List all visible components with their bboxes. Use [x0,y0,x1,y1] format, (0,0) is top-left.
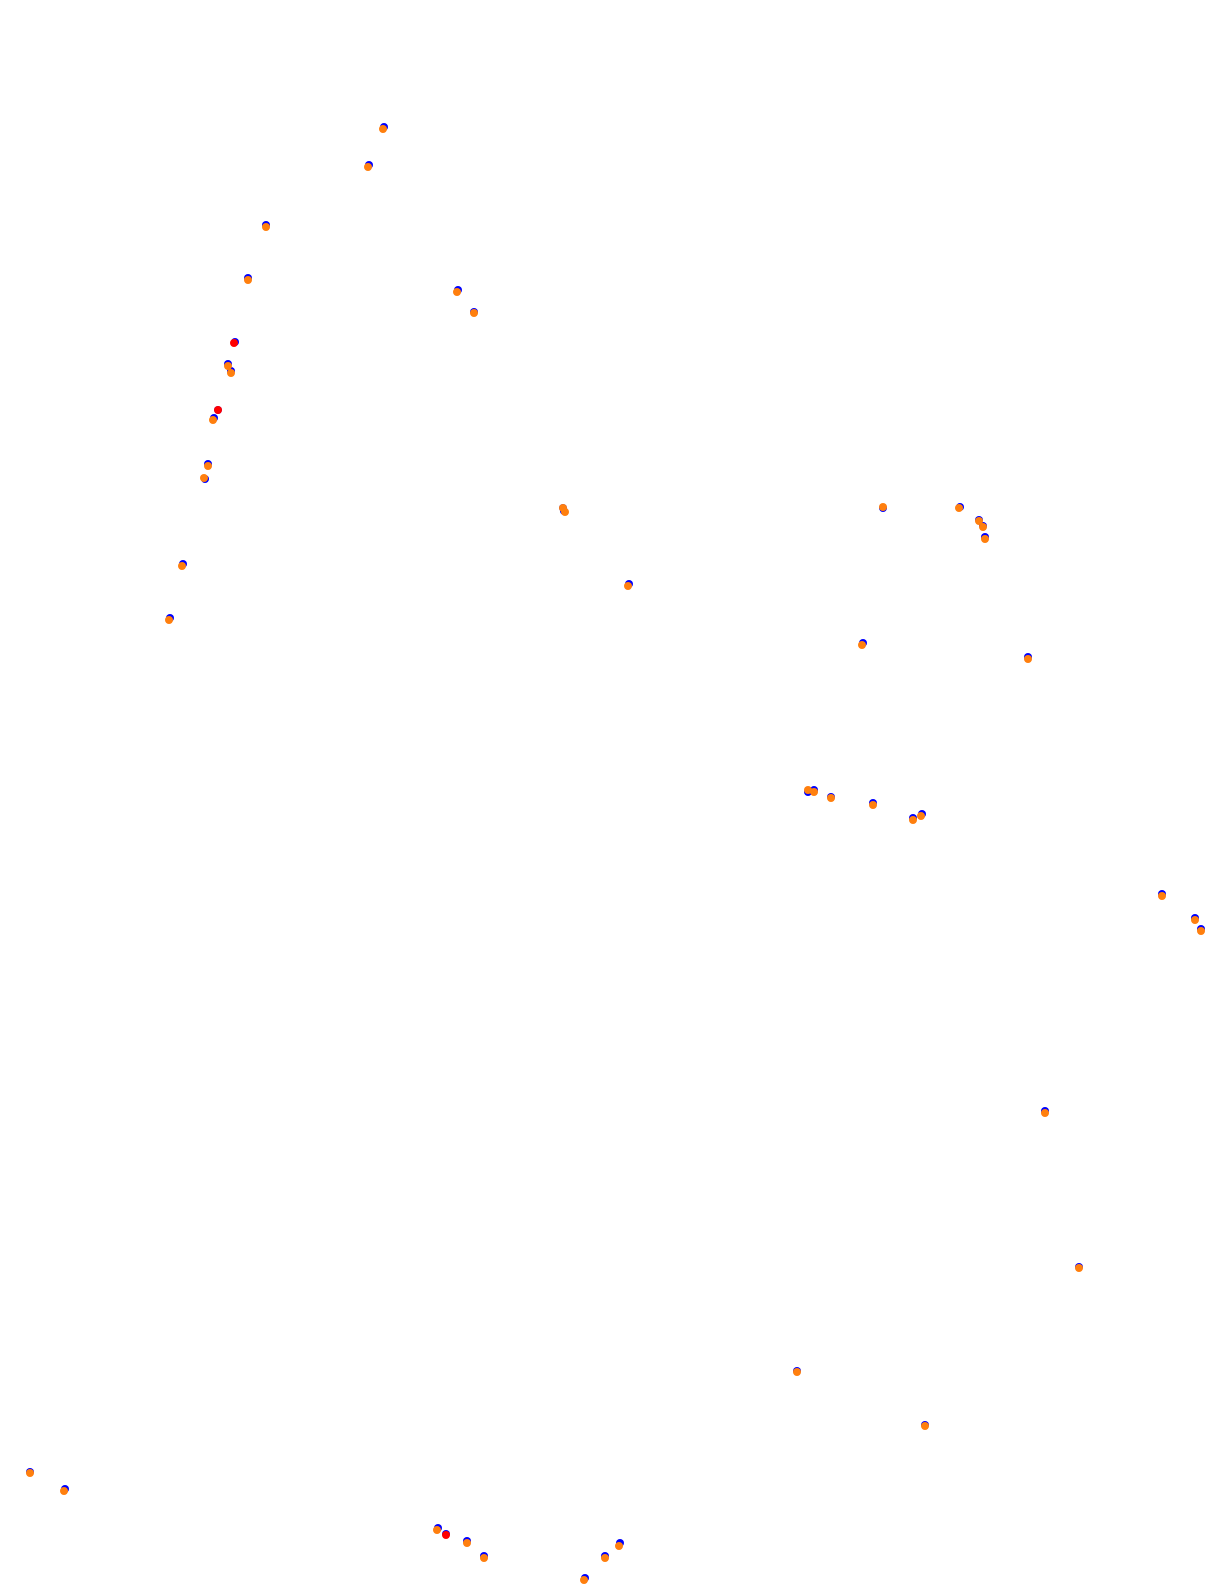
scatter-point [1197,927,1205,935]
scatter-point [793,1368,801,1376]
scatter-point [810,788,818,796]
scatter-point [453,288,461,296]
scatter-point [979,523,987,531]
scatter-point [442,1531,450,1539]
scatter-point [433,1526,441,1534]
scatter-point [580,1576,588,1584]
scatter-point [601,1554,609,1562]
scatter-point [561,508,569,516]
scatter-point [955,504,963,512]
scatter-point [1041,1109,1049,1117]
scatter-point [244,276,252,284]
scatter-point [204,462,212,470]
scatter-point [178,562,186,570]
scatter-point [26,1469,34,1477]
scatter-point [470,309,478,317]
scatter-point [224,362,232,370]
scatter-point [230,339,238,347]
scatter-point [379,125,387,133]
scatter-point [1191,916,1199,924]
series-1 [26,125,1205,1584]
scatter-point [615,1542,623,1550]
scatter-point [364,163,372,171]
scatter-point [200,474,208,482]
scatter-point [879,503,887,511]
series-2 [214,339,450,1539]
scatter-point [463,1539,471,1547]
scatter-point [981,535,989,543]
scatter-point [827,794,835,802]
scatter-point [869,801,877,809]
scatter-point [165,616,173,624]
scatter-point [624,582,632,590]
scatter-point [1075,1264,1083,1272]
scatter-point [214,406,222,414]
scatter-point [1024,655,1032,663]
scatter-point [262,223,270,231]
scatter-point [227,369,235,377]
scatter-point [858,641,866,649]
series-0 [26,123,1205,1582]
scatter-point [975,517,983,525]
scatter-point [921,1422,929,1430]
scatter-point [917,812,925,820]
scatter-point [60,1487,68,1495]
plot-marks [26,123,1205,1584]
scatter-point [480,1554,488,1562]
scatter-point [1158,892,1166,900]
scatter-point [209,416,217,424]
scatter-point [909,816,917,824]
